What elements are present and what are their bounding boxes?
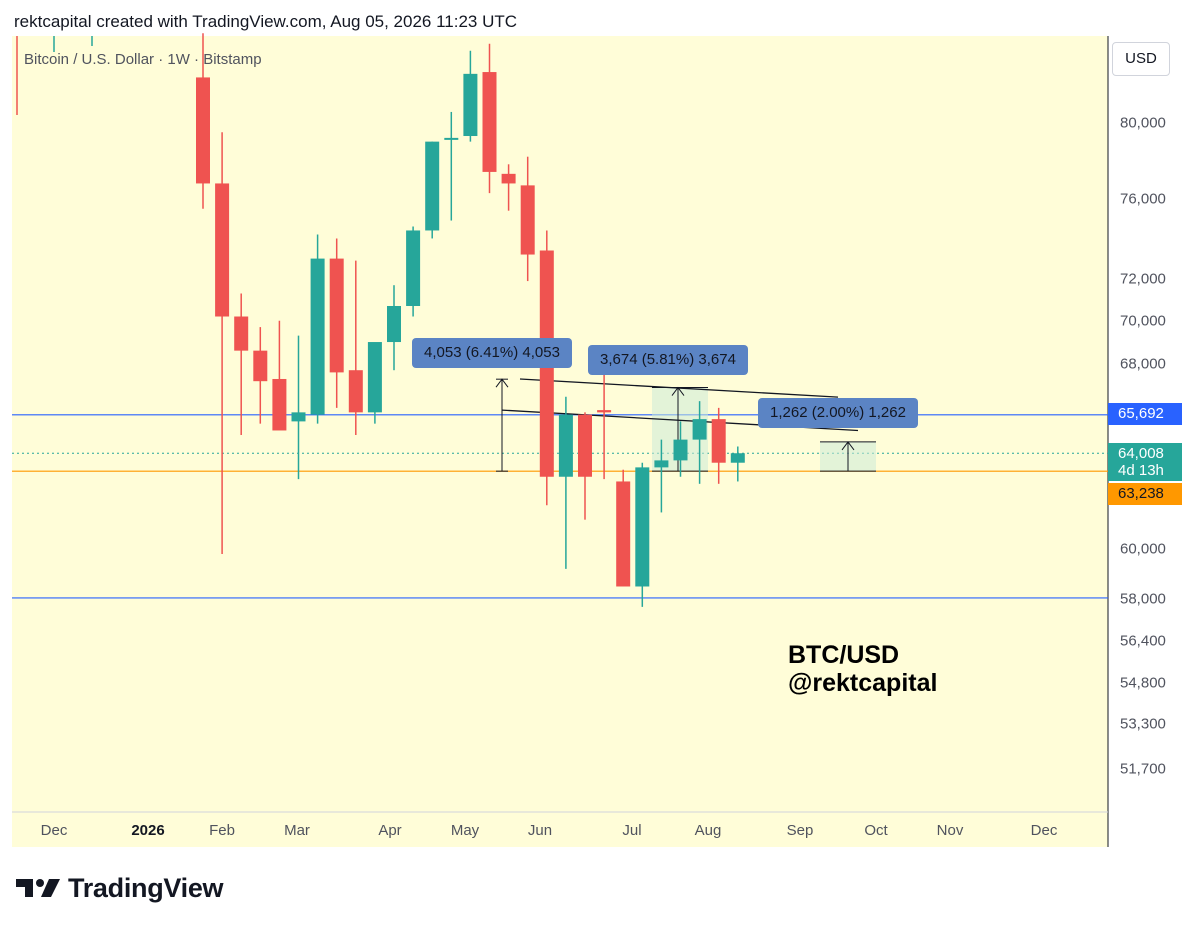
price-tag-resistance: 65,692 bbox=[1108, 403, 1182, 425]
candle-body bbox=[578, 414, 592, 477]
candle-body bbox=[425, 141, 440, 231]
candle-body bbox=[310, 258, 325, 415]
time-tick-label: Dec bbox=[1030, 822, 1058, 839]
price-tick-label: 56,400 bbox=[1120, 632, 1166, 650]
time-tick-label: Jul bbox=[622, 822, 642, 839]
price-tick-label: 53,300 bbox=[1120, 715, 1166, 733]
tradingview-logo[interactable]: TradingView bbox=[16, 872, 224, 904]
time-tick-label: Apr bbox=[378, 822, 402, 839]
candle-body bbox=[196, 77, 210, 184]
currency-button[interactable]: USD bbox=[1112, 42, 1170, 76]
symbol-title[interactable]: Bitcoin / U.S. Dollar · 1W · Bitstamp bbox=[24, 51, 262, 68]
candle-body bbox=[558, 414, 573, 477]
measure-label-3[interactable]: 1,262 (2.00%) 1,262 bbox=[758, 398, 918, 428]
candle-body bbox=[692, 419, 707, 440]
measure-arrowhead-1 bbox=[495, 378, 509, 388]
measure-label-2[interactable]: 3,674 (5.81%) 3,674 bbox=[588, 345, 748, 375]
price-tick-label: 51,700 bbox=[1120, 760, 1166, 778]
price-tick-label: 80,000 bbox=[1120, 114, 1166, 132]
time-tick-label: May bbox=[450, 822, 480, 839]
measure-label-1[interactable]: 4,053 (6.41%) 4,053 bbox=[412, 338, 572, 368]
candle-body bbox=[616, 481, 631, 587]
candle-body bbox=[272, 378, 287, 431]
price-tick-label: 54,800 bbox=[1120, 674, 1166, 692]
bar-countdown: 4d 13h bbox=[1118, 462, 1164, 479]
time-tick-label: 2026 bbox=[131, 822, 165, 839]
candle-body bbox=[253, 350, 268, 382]
time-tick-label: Jun bbox=[527, 822, 553, 839]
trendline-upper bbox=[519, 378, 839, 398]
price-tick-label: 76,000 bbox=[1120, 190, 1166, 208]
candle-body bbox=[597, 410, 612, 413]
time-tick-label: Aug bbox=[694, 822, 722, 839]
candle-body bbox=[730, 453, 745, 463]
candle-body bbox=[291, 412, 306, 422]
tradingview-logo-icon bbox=[16, 879, 60, 897]
candle-body bbox=[501, 173, 516, 184]
candle-body bbox=[673, 439, 688, 461]
candle-body bbox=[406, 230, 421, 306]
price-tick-label: 60,000 bbox=[1120, 540, 1166, 558]
candle-body bbox=[387, 305, 401, 343]
candle-body bbox=[234, 316, 249, 351]
price-axis[interactable] bbox=[1108, 36, 1186, 847]
time-tick-label: Sep bbox=[786, 822, 814, 839]
candle-body bbox=[348, 370, 363, 413]
time-tick-label: Dec bbox=[40, 822, 68, 839]
candle-body bbox=[520, 185, 535, 255]
candle-body bbox=[463, 73, 478, 137]
last-price-value: 64,008 bbox=[1118, 445, 1164, 462]
watermark: BTC/USD @rektcapital bbox=[788, 641, 937, 697]
candle-body bbox=[329, 258, 344, 373]
candle-body bbox=[654, 460, 669, 468]
candle-body bbox=[367, 342, 382, 413]
price-tick-label: 72,000 bbox=[1120, 270, 1166, 288]
candle-body bbox=[635, 467, 650, 587]
watermark-symbol: BTC/USD bbox=[788, 641, 900, 669]
logo-text: TradingView bbox=[68, 872, 224, 903]
measure-arrowhead-3 bbox=[841, 441, 855, 451]
time-tick-label: Mar bbox=[284, 822, 310, 839]
watermark-author: @rektcapital bbox=[788, 669, 938, 697]
candle-body bbox=[444, 137, 459, 140]
candle-body bbox=[711, 419, 726, 463]
candle-body bbox=[215, 183, 230, 317]
price-tag-level: 63,238 bbox=[1108, 483, 1182, 505]
price-tick-label: 70,000 bbox=[1120, 312, 1166, 330]
time-tick-label: Nov bbox=[936, 822, 964, 839]
candle-body bbox=[482, 72, 497, 172]
time-tick-label: Feb bbox=[209, 822, 235, 839]
price-tick-label: 58,000 bbox=[1120, 590, 1166, 608]
time-tick-label: Oct bbox=[864, 822, 888, 839]
price-tick-label: 68,000 bbox=[1120, 355, 1166, 373]
chart-header: rektcapital created with TradingView.com… bbox=[14, 12, 518, 31]
price-tag-last: 64,008 4d 13h bbox=[1108, 443, 1182, 481]
